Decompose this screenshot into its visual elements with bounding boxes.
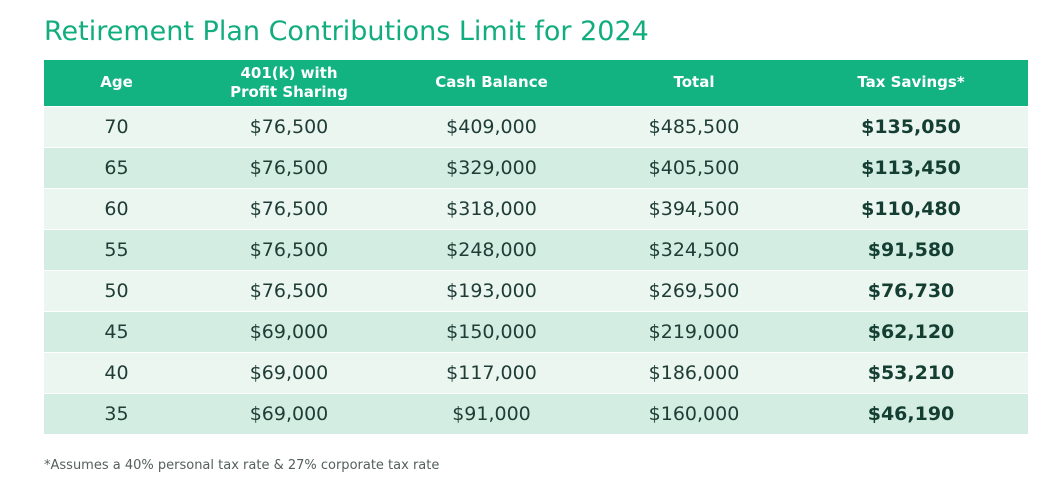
page-title: Retirement Plan Contributions Limit for … bbox=[44, 16, 649, 47]
header-tax-savings-label: Tax Savings* bbox=[857, 73, 965, 92]
cell-age: 70 bbox=[44, 105, 189, 147]
table-row: 40 $69,000 $117,000 $186,000 $53,210 bbox=[44, 351, 1028, 393]
table-row: 45 $69,000 $150,000 $219,000 $62,120 bbox=[44, 310, 1028, 352]
header-401k-line1: 401(k) with bbox=[240, 63, 338, 82]
table-row: 55 $76,500 $248,000 $324,500 $91,580 bbox=[44, 228, 1028, 270]
cell-cash-balance: $117,000 bbox=[389, 351, 594, 393]
cell-cash-balance: $193,000 bbox=[389, 269, 594, 311]
cell-age: 50 bbox=[44, 269, 189, 311]
cell-401k: $76,500 bbox=[189, 105, 389, 147]
table-header-row: Age 401(k) with Profit Sharing Cash Bala… bbox=[44, 60, 1028, 106]
cell-cash-balance: $91,000 bbox=[389, 392, 594, 434]
table-row: 60 $76,500 $318,000 $394,500 $110,480 bbox=[44, 187, 1028, 229]
cell-cash-balance: $409,000 bbox=[389, 105, 594, 147]
table-row: 65 $76,500 $329,000 $405,500 $113,450 bbox=[44, 146, 1028, 188]
cell-age: 40 bbox=[44, 351, 189, 393]
header-tax-savings: Tax Savings* bbox=[794, 60, 1028, 106]
cell-total: $405,500 bbox=[594, 146, 794, 188]
cell-tax-savings: $110,480 bbox=[794, 187, 1028, 229]
cell-401k: $69,000 bbox=[189, 310, 389, 352]
cell-tax-savings: $113,450 bbox=[794, 146, 1028, 188]
cell-total: $269,500 bbox=[594, 269, 794, 311]
header-age: Age bbox=[44, 60, 189, 106]
cell-age: 65 bbox=[44, 146, 189, 188]
header-total-label: Total bbox=[673, 73, 715, 92]
header-total: Total bbox=[594, 60, 794, 106]
cell-tax-savings: $135,050 bbox=[794, 105, 1028, 147]
footnote: *Assumes a 40% personal tax rate & 27% c… bbox=[44, 458, 440, 473]
cell-age: 35 bbox=[44, 392, 189, 434]
table-row: 50 $76,500 $193,000 $269,500 $76,730 bbox=[44, 269, 1028, 311]
cell-total: $485,500 bbox=[594, 105, 794, 147]
cell-cash-balance: $150,000 bbox=[389, 310, 594, 352]
cell-total: $186,000 bbox=[594, 351, 794, 393]
cell-401k: $76,500 bbox=[189, 228, 389, 270]
cell-cash-balance: $329,000 bbox=[389, 146, 594, 188]
cell-total: $219,000 bbox=[594, 310, 794, 352]
cell-401k: $76,500 bbox=[189, 269, 389, 311]
cell-tax-savings: $46,190 bbox=[794, 392, 1028, 434]
cell-age: 55 bbox=[44, 228, 189, 270]
cell-tax-savings: $53,210 bbox=[794, 351, 1028, 393]
cell-total: $394,500 bbox=[594, 187, 794, 229]
header-age-label: Age bbox=[100, 73, 133, 92]
cell-tax-savings: $76,730 bbox=[794, 269, 1028, 311]
cell-total: $160,000 bbox=[594, 392, 794, 434]
cell-401k: $76,500 bbox=[189, 187, 389, 229]
cell-tax-savings: $62,120 bbox=[794, 310, 1028, 352]
cell-total: $324,500 bbox=[594, 228, 794, 270]
header-cash-balance-label: Cash Balance bbox=[435, 73, 548, 92]
table-row: 35 $69,000 $91,000 $160,000 $46,190 bbox=[44, 392, 1028, 434]
cell-cash-balance: $248,000 bbox=[389, 228, 594, 270]
cell-401k: $76,500 bbox=[189, 146, 389, 188]
contributions-table: Age 401(k) with Profit Sharing Cash Bala… bbox=[44, 60, 1028, 434]
cell-401k: $69,000 bbox=[189, 351, 389, 393]
cell-age: 60 bbox=[44, 187, 189, 229]
cell-tax-savings: $91,580 bbox=[794, 228, 1028, 270]
header-401k-line2: Profit Sharing bbox=[230, 82, 348, 101]
header-cash-balance: Cash Balance bbox=[389, 60, 594, 106]
cell-age: 45 bbox=[44, 310, 189, 352]
table-row: 70 $76,500 $409,000 $485,500 $135,050 bbox=[44, 105, 1028, 147]
cell-401k: $69,000 bbox=[189, 392, 389, 434]
cell-cash-balance: $318,000 bbox=[389, 187, 594, 229]
header-401k: 401(k) with Profit Sharing bbox=[189, 60, 389, 106]
